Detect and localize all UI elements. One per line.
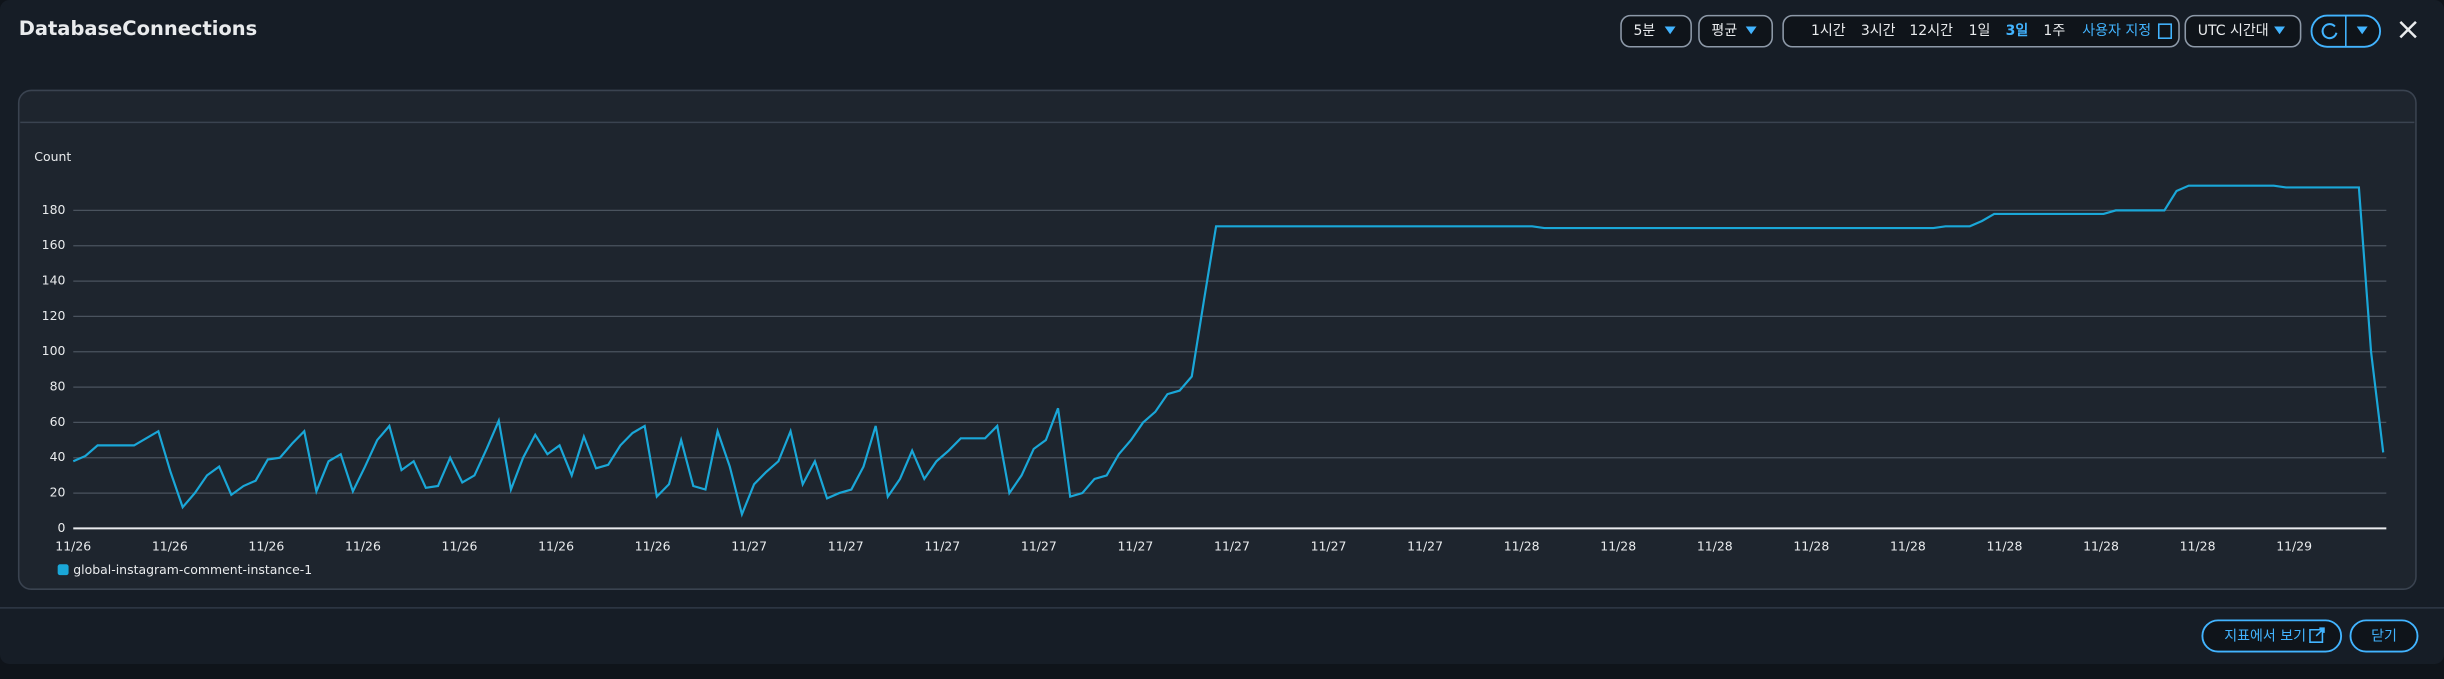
y-tick-label: 160 <box>42 237 66 252</box>
x-tick-label: 11/29 <box>2276 539 2312 554</box>
x-tick-label: 11/27 <box>731 539 767 554</box>
legend-label: global-instagram-comment-instance-1 <box>73 562 312 577</box>
y-tick-label: 60 <box>50 414 66 429</box>
close-button[interactable] <box>2349 619 2419 653</box>
close-icon[interactable] <box>2399 20 2417 39</box>
series-line <box>72 184 2385 518</box>
y-tick-label: 180 <box>42 202 66 217</box>
range-selector: 1시간 3시간 12시간 1일 3일 1주 사용자 지정 <box>1782 14 2180 48</box>
y-tick-label: 120 <box>42 308 66 323</box>
timezone-select[interactable]: UTC 시간대 <box>2184 14 2302 48</box>
x-tick-label: 11/27 <box>1021 539 1057 554</box>
x-tick-label: 11/26 <box>538 539 574 554</box>
range-option[interactable]: 1주 <box>2043 23 2065 39</box>
x-tick-label: 11/28 <box>1793 539 1829 554</box>
statistic-select[interactable]: 평균 <box>1698 14 1773 48</box>
x-tick-label: 11/27 <box>924 539 960 554</box>
dropdown-icon[interactable] <box>1664 26 1676 35</box>
range-option[interactable]: 12시간 <box>1909 23 1953 39</box>
dropdown-icon[interactable] <box>1745 26 1757 35</box>
dropdown-icon[interactable] <box>2274 26 2286 35</box>
y-tick-label: 20 <box>50 485 66 500</box>
range-option-selected[interactable]: 3일 <box>2006 23 2029 39</box>
dialog-title: DatabaseConnections <box>19 17 258 40</box>
calendar-icon[interactable] <box>2157 23 2173 39</box>
x-tick-label: 11/28 <box>1890 539 1926 554</box>
y-tick-label: 0 <box>58 520 66 535</box>
x-tick-label: 11/28 <box>2083 539 2119 554</box>
x-tick-label: 11/28 <box>1697 539 1733 554</box>
x-tick-label: 11/28 <box>1504 539 1540 554</box>
refresh-icon[interactable] <box>2321 23 2338 40</box>
y-tick-label: 100 <box>42 343 66 358</box>
x-tick-label: 11/27 <box>1214 539 1250 554</box>
x-tick-label: 11/26 <box>635 539 671 554</box>
range-option[interactable]: 1일 <box>1969 23 1991 39</box>
timezone-button[interactable] <box>2184 14 2302 48</box>
x-tick-label: 11/28 <box>1600 539 1636 554</box>
period-button[interactable] <box>1620 14 1692 48</box>
timezone-label[interactable]: UTC 시간대 <box>2198 23 2269 39</box>
statistic-button[interactable] <box>1698 14 1773 48</box>
refresh-options-icon[interactable] <box>2356 26 2368 35</box>
x-tick-label: 11/26 <box>345 539 381 554</box>
external-link-icon[interactable] <box>2309 627 2325 643</box>
x-tick-label: 11/26 <box>248 539 284 554</box>
y-tick-label: 40 <box>50 449 66 464</box>
legend-swatch <box>57 564 69 576</box>
range-option[interactable]: 3시간 <box>1861 23 1896 39</box>
period-label[interactable]: 5분 <box>1633 23 1655 39</box>
x-tick-label: 11/27 <box>1311 539 1347 554</box>
x-tick-label: 11/27 <box>1407 539 1443 554</box>
range-option[interactable]: 1시간 <box>1811 23 1846 39</box>
view-in-metrics-label[interactable]: 지표에서 보기 <box>2224 629 2306 645</box>
statistic-label[interactable]: 평균 <box>1711 23 1737 39</box>
close-label[interactable]: 닫기 <box>2371 629 2397 645</box>
x-tick-label: 11/26 <box>55 539 91 554</box>
x-tick-label: 11/28 <box>2180 539 2216 554</box>
period-select[interactable]: 5분 <box>1620 14 1692 48</box>
y-tick-label: 140 <box>42 273 66 288</box>
x-tick-label: 11/27 <box>828 539 864 554</box>
y-axis-label: Count <box>34 149 71 164</box>
x-tick-label: 11/26 <box>152 539 188 554</box>
y-tick-label: 80 <box>50 379 66 394</box>
plot: 0 20 40 60 80 100 120 140 160 180 11/26 11/26 11/26 1… <box>42 184 2387 577</box>
chart-panel <box>17 89 2417 590</box>
x-tick-label: 11/28 <box>1987 539 2023 554</box>
view-in-metrics-button[interactable] <box>2201 619 2343 653</box>
custom-range[interactable]: 사용자 지정 <box>2082 23 2151 39</box>
range-group <box>1782 14 2180 48</box>
x-tick-label: 11/27 <box>1117 539 1153 554</box>
x-tick-label: 11/26 <box>442 539 478 554</box>
